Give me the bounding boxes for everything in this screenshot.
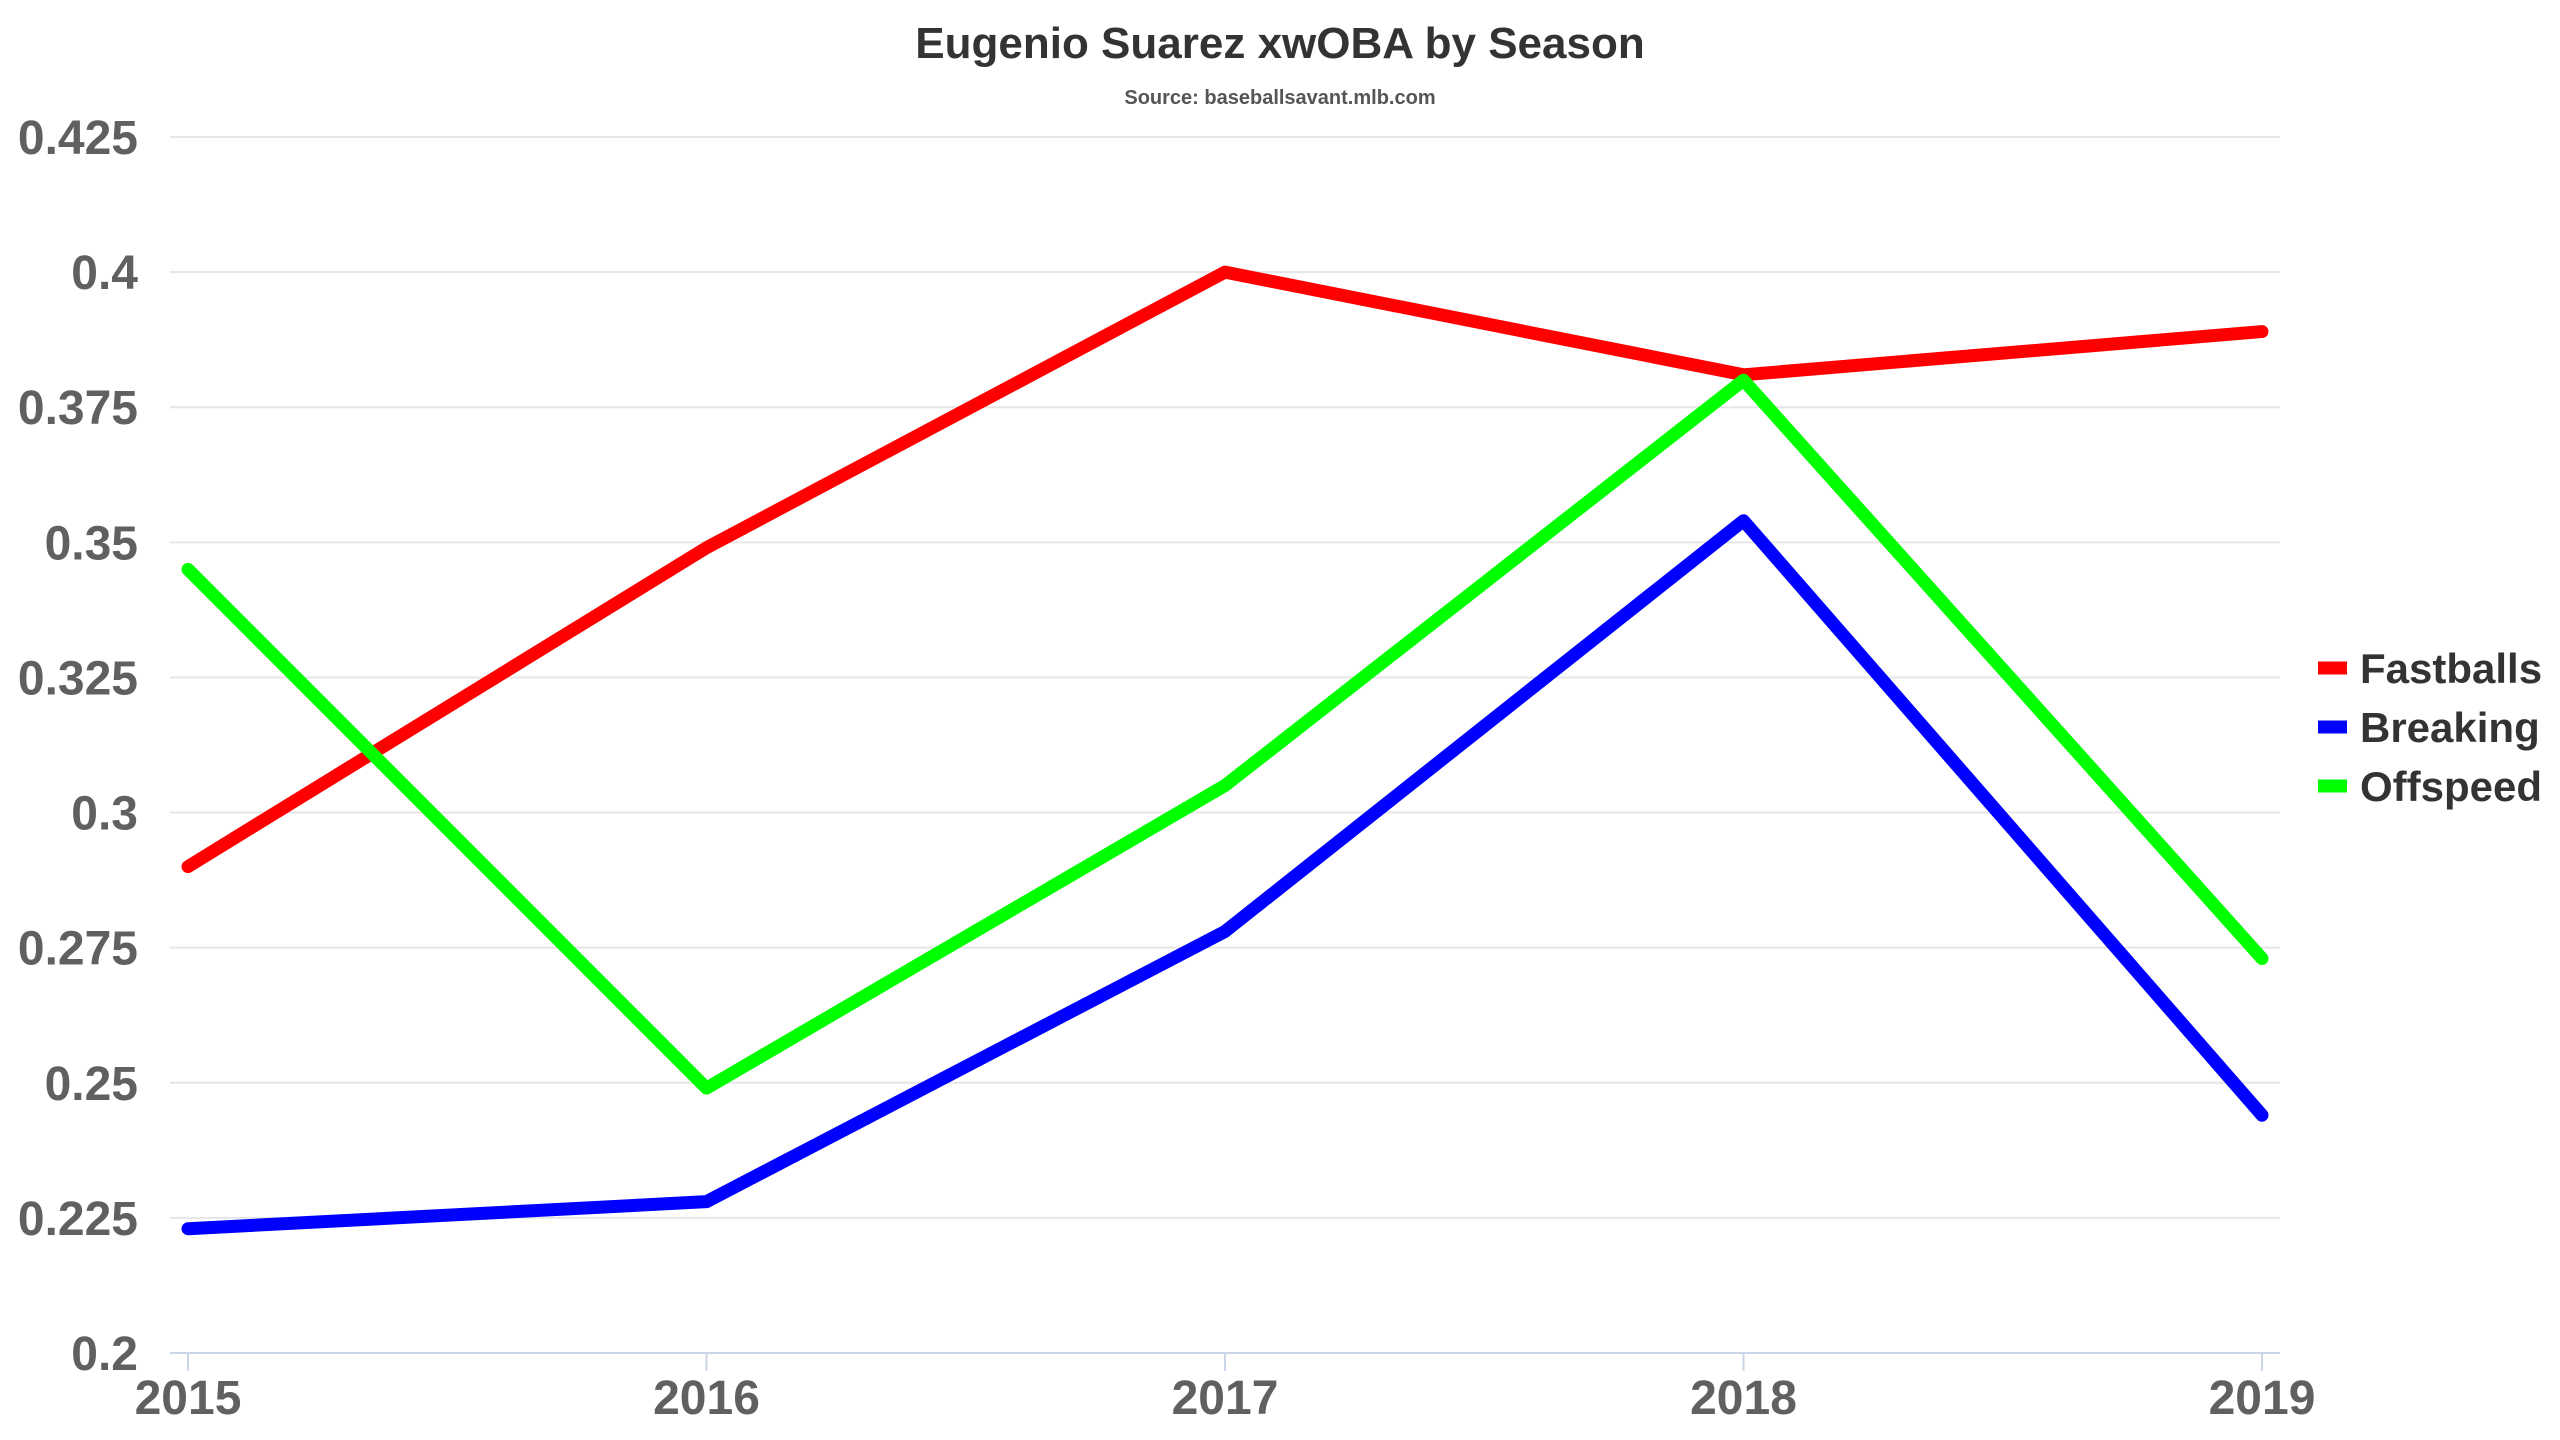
- legend[interactable]: Fastballs Breaking Offspeed: [2318, 645, 2542, 810]
- x-axis-labels: 2015 2016 2017 2018 2019: [135, 1372, 2316, 1425]
- y-tick-label: 0.2: [71, 1328, 138, 1381]
- y-tick-label: 0.25: [45, 1058, 138, 1111]
- x-tick-label: 2017: [1172, 1372, 1279, 1425]
- x-tick-label: 2016: [653, 1372, 760, 1425]
- y-tick-label: 0.4: [71, 247, 138, 300]
- legend-label: Fastballs: [2360, 645, 2542, 692]
- x-tick-label: 2018: [1690, 1372, 1797, 1425]
- y-tick-label: 0.325: [18, 652, 138, 705]
- legend-item-breaking[interactable]: Breaking: [2318, 704, 2540, 751]
- series-lines: [181, 265, 2269, 1236]
- legend-label: Breaking: [2360, 704, 2540, 751]
- y-tick-label: 0.275: [18, 923, 138, 976]
- chart-title: Eugenio Suarez xwOBA by Season: [915, 19, 1644, 68]
- series-line-offspeed: [181, 373, 2269, 1095]
- series-line-fastballs: [181, 265, 2269, 874]
- legend-item-fastballs[interactable]: Fastballs: [2318, 645, 2542, 692]
- legend-item-offspeed[interactable]: Offspeed: [2318, 763, 2542, 810]
- x-tick-label: 2015: [135, 1372, 242, 1425]
- legend-label: Offspeed: [2360, 763, 2542, 810]
- series-line-breaking: [181, 514, 2269, 1236]
- x-tick-label: 2019: [2209, 1372, 2316, 1425]
- grid-lines: [170, 136, 2280, 1219]
- y-axis-labels: 0.2 0.225 0.25 0.275 0.3 0.325 0.35 0.375 0.4 0.4…: [18, 112, 138, 1381]
- chart-subtitle: Source: baseballsavant.mlb.com: [1124, 87, 1435, 109]
- y-tick-label: 0.375: [18, 382, 138, 435]
- x-axis: [170, 1352, 2280, 1371]
- y-tick-label: 0.425: [18, 112, 138, 165]
- y-tick-label: 0.225: [18, 1193, 138, 1246]
- y-tick-label: 0.3: [71, 788, 138, 841]
- y-tick-label: 0.35: [45, 517, 138, 570]
